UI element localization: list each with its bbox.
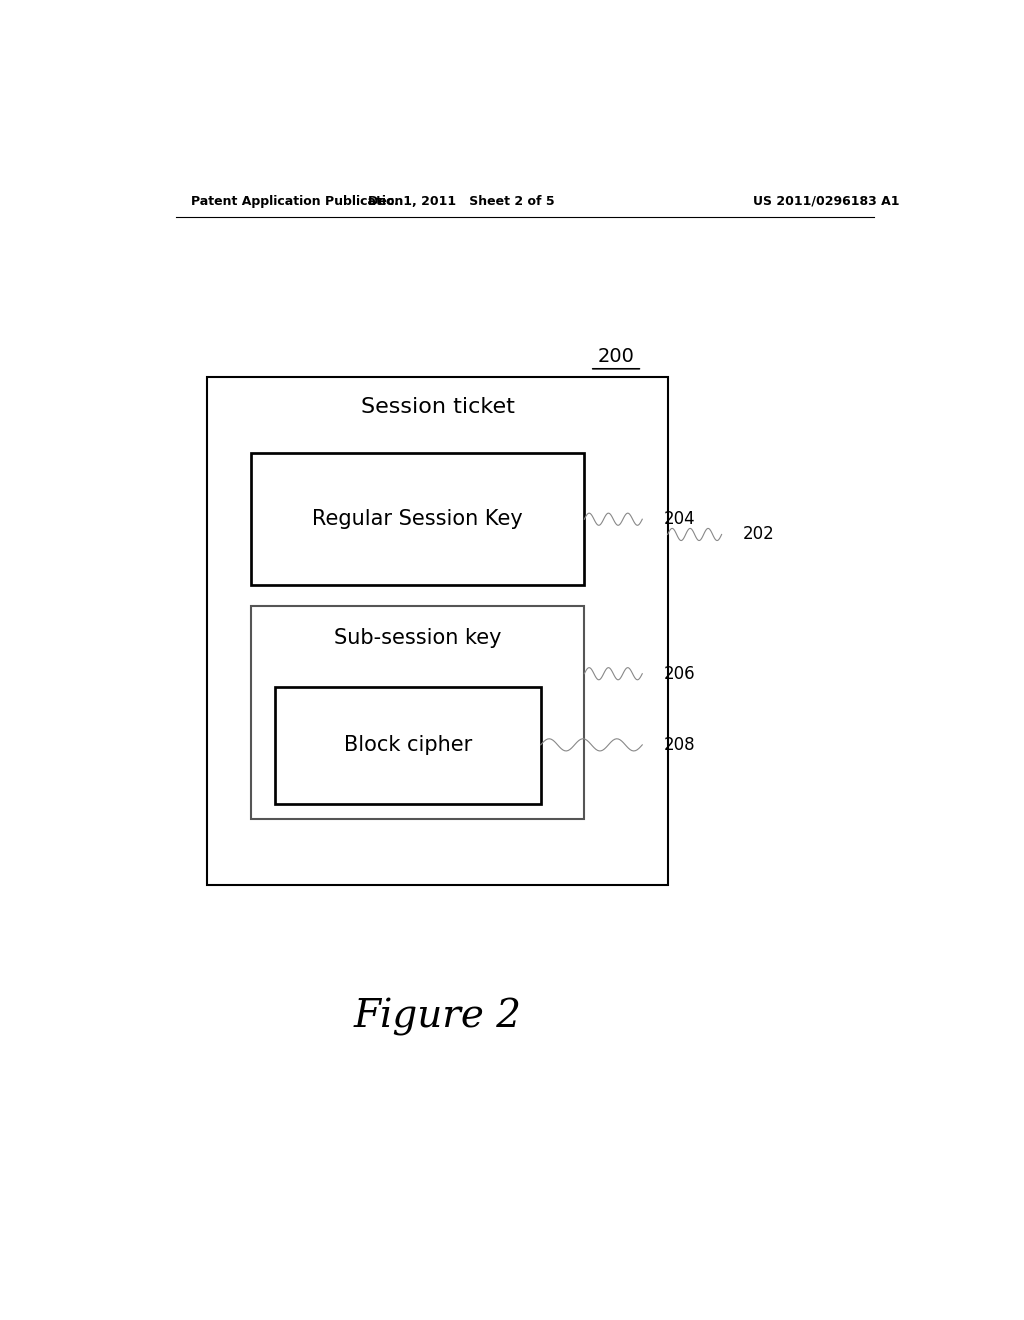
Text: 206: 206 [664, 665, 695, 682]
FancyBboxPatch shape [207, 378, 668, 886]
Text: Dec. 1, 2011   Sheet 2 of 5: Dec. 1, 2011 Sheet 2 of 5 [368, 194, 555, 207]
Text: 202: 202 [743, 525, 775, 544]
Text: Regular Session Key: Regular Session Key [312, 510, 523, 529]
FancyBboxPatch shape [251, 453, 585, 585]
Text: Figure 2: Figure 2 [353, 998, 521, 1036]
Text: Patent Application Publication: Patent Application Publication [191, 194, 403, 207]
Text: Sub-session key: Sub-session key [334, 628, 502, 648]
Text: Block cipher: Block cipher [344, 735, 472, 755]
FancyBboxPatch shape [251, 606, 585, 818]
Text: 200: 200 [598, 347, 635, 366]
Text: 208: 208 [664, 735, 695, 754]
Text: Session ticket: Session ticket [360, 397, 514, 417]
Text: US 2011/0296183 A1: US 2011/0296183 A1 [753, 194, 900, 207]
Text: 204: 204 [664, 511, 695, 528]
FancyBboxPatch shape [274, 686, 541, 804]
